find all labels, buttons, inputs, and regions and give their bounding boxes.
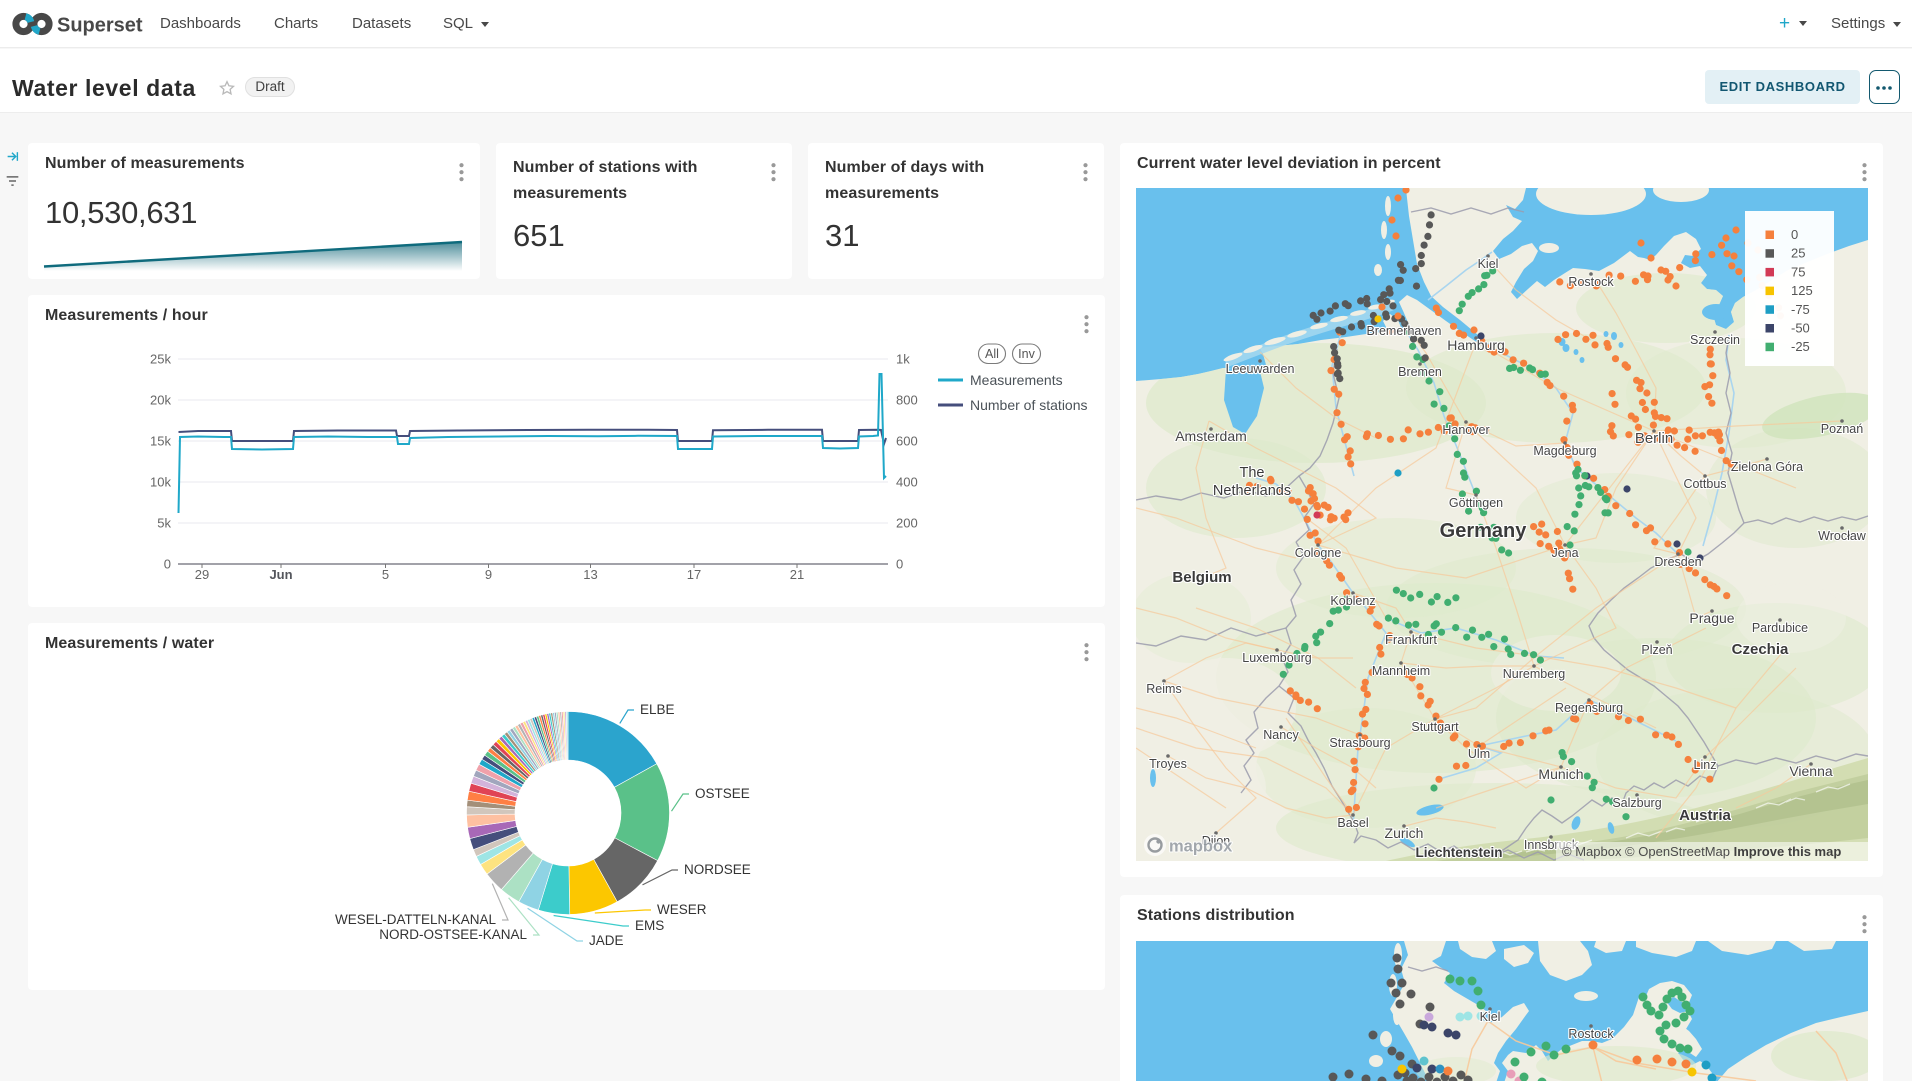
svg-text:Berlin: Berlin xyxy=(1635,430,1673,447)
svg-text:Vienna: Vienna xyxy=(1789,763,1833,779)
svg-text:Hanover: Hanover xyxy=(1442,423,1489,437)
svg-text:-25: -25 xyxy=(1791,339,1810,354)
svg-text:Pardubice: Pardubice xyxy=(1752,621,1808,635)
svg-text:Strasbourg: Strasbourg xyxy=(1329,736,1390,750)
svg-text:Ulm: Ulm xyxy=(1468,747,1490,761)
svg-text:17: 17 xyxy=(687,567,701,582)
svg-text:125: 125 xyxy=(1791,283,1813,298)
svg-text:NORD-OSTSEE-KANAL: NORD-OSTSEE-KANAL xyxy=(379,927,527,942)
svg-text:WESER: WESER xyxy=(657,902,707,917)
svg-text:-50: -50 xyxy=(1791,321,1810,336)
svg-text:Cottbus: Cottbus xyxy=(1683,477,1726,491)
svg-text:Plzeň: Plzeň xyxy=(1641,643,1672,657)
svg-text:10k: 10k xyxy=(150,475,171,490)
svg-text:25: 25 xyxy=(1791,246,1805,261)
svg-text:13: 13 xyxy=(583,567,597,582)
svg-text:9: 9 xyxy=(485,567,492,582)
svg-text:Linz: Linz xyxy=(1694,758,1717,772)
svg-text:75: 75 xyxy=(1791,264,1805,279)
svg-text:Jun: Jun xyxy=(269,567,292,582)
svg-text:Zielona Góra: Zielona Góra xyxy=(1731,460,1803,474)
svg-text:Dresden: Dresden xyxy=(1654,555,1701,569)
svg-text:Regensburg: Regensburg xyxy=(1555,701,1623,715)
svg-text:OSTSEE: OSTSEE xyxy=(695,786,750,801)
svg-text:Göttingen: Göttingen xyxy=(1449,496,1503,510)
svg-text:Frankfurt: Frankfurt xyxy=(1385,632,1437,647)
svg-text:Nancy: Nancy xyxy=(1263,728,1299,742)
svg-text:Poznań: Poznań xyxy=(1821,422,1863,436)
svg-text:Liechtenstein: Liechtenstein xyxy=(1415,845,1502,860)
svg-text:25k: 25k xyxy=(150,352,171,367)
svg-text:Wrocław: Wrocław xyxy=(1818,529,1867,543)
svg-text:© Mapbox © OpenStreetMap Impro: © Mapbox © OpenStreetMap Improve this ma… xyxy=(1562,844,1841,859)
svg-text:Basel: Basel xyxy=(1337,816,1368,830)
svg-text:Bremerhaven: Bremerhaven xyxy=(1366,324,1441,338)
svg-text:Zurich: Zurich xyxy=(1385,825,1424,841)
svg-text:200: 200 xyxy=(896,516,918,531)
svg-text:20k: 20k xyxy=(150,393,171,408)
svg-text:WESEL-DATTELN-KANAL: WESEL-DATTELN-KANAL xyxy=(335,912,497,927)
svg-text:Munich: Munich xyxy=(1538,766,1583,782)
svg-text:Netherlands: Netherlands xyxy=(1213,483,1291,499)
svg-text:Szczecin: Szczecin xyxy=(1690,333,1740,347)
svg-text:5: 5 xyxy=(382,567,389,582)
svg-text:Prague: Prague xyxy=(1689,610,1734,626)
svg-text:Germany: Germany xyxy=(1440,520,1528,542)
svg-text:Hamburg: Hamburg xyxy=(1447,337,1505,353)
svg-text:600: 600 xyxy=(896,434,918,449)
svg-text:Cologne: Cologne xyxy=(1295,546,1342,560)
svg-text:Kiel: Kiel xyxy=(1478,257,1499,271)
svg-text:0: 0 xyxy=(896,557,903,572)
svg-text:Amsterdam: Amsterdam xyxy=(1175,428,1247,444)
svg-text:Nuremberg: Nuremberg xyxy=(1503,667,1566,681)
svg-text:Rostock: Rostock xyxy=(1568,1027,1614,1041)
svg-text:Dijon: Dijon xyxy=(1202,834,1231,848)
svg-text:800: 800 xyxy=(896,393,918,408)
svg-text:The: The xyxy=(1240,465,1265,481)
svg-text:NORDSEE: NORDSEE xyxy=(684,862,751,877)
svg-text:Leeuwarden: Leeuwarden xyxy=(1226,362,1295,376)
svg-text:Austria: Austria xyxy=(1679,807,1731,824)
svg-text:Measurements: Measurements xyxy=(970,372,1063,388)
svg-text:Kiel: Kiel xyxy=(1480,1010,1501,1024)
svg-text:0: 0 xyxy=(164,557,171,572)
svg-text:Salzburg: Salzburg xyxy=(1612,796,1661,810)
svg-text:0: 0 xyxy=(1791,227,1798,242)
svg-text:29: 29 xyxy=(195,567,209,582)
svg-text:400: 400 xyxy=(896,475,918,490)
svg-text:Inv: Inv xyxy=(1018,347,1035,361)
svg-text:Luxembourg: Luxembourg xyxy=(1242,651,1312,665)
svg-text:Magdeburg: Magdeburg xyxy=(1533,444,1596,458)
svg-text:mapbox: mapbox xyxy=(1169,838,1233,856)
svg-text:5k: 5k xyxy=(157,516,171,531)
svg-text:15k: 15k xyxy=(150,434,171,449)
svg-text:Stuttgart: Stuttgart xyxy=(1411,720,1459,734)
svg-text:All: All xyxy=(985,347,999,361)
svg-text:JADE: JADE xyxy=(589,933,624,948)
svg-text:Koblenz: Koblenz xyxy=(1330,594,1375,608)
svg-text:Czechia: Czechia xyxy=(1732,641,1789,658)
svg-text:Reims: Reims xyxy=(1146,682,1181,696)
svg-text:1k: 1k xyxy=(896,352,910,367)
svg-text:EMS: EMS xyxy=(635,918,664,933)
svg-text:Mannheim: Mannheim xyxy=(1372,664,1430,678)
svg-text:21: 21 xyxy=(790,567,804,582)
svg-text:Troyes: Troyes xyxy=(1149,757,1187,771)
svg-text:-75: -75 xyxy=(1791,302,1810,317)
svg-text:Rostock: Rostock xyxy=(1568,275,1614,289)
svg-text:Belgium: Belgium xyxy=(1172,569,1231,586)
svg-text:ELBE: ELBE xyxy=(640,702,675,717)
svg-text:Jena: Jena xyxy=(1551,546,1578,560)
svg-text:Bremen: Bremen xyxy=(1398,365,1442,379)
svg-text:Number of stations: Number of stations xyxy=(970,397,1088,413)
svg-text:Superset: Superset xyxy=(57,15,143,37)
